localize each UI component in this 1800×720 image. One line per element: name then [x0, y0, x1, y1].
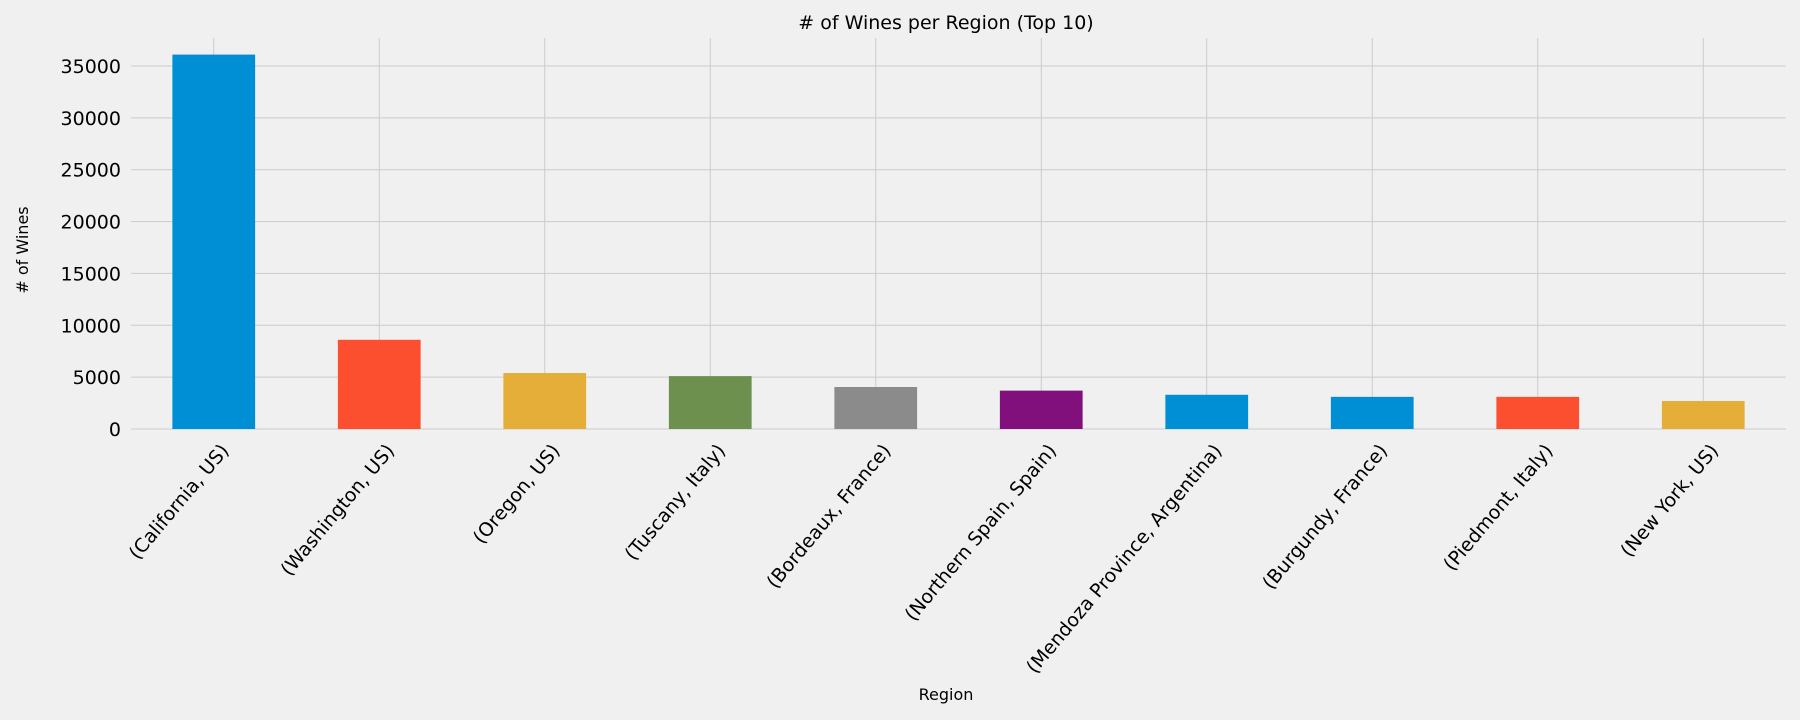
x-tick-label: (Piedmont, Italy): [1439, 440, 1557, 575]
bar: [337, 339, 421, 429]
y-tick-labels: 0 5000 10000 15000 20000 25000 30000 35000: [61, 56, 121, 441]
x-tick-label: (Tuscany, Italy): [621, 440, 731, 565]
x-tick-label: (California, US): [125, 440, 234, 564]
y-axis-label: # of Wines: [13, 206, 32, 293]
x-tick-labels: (California, US) (Washington, US) (Oregon,…: [125, 440, 1723, 678]
bar: [1330, 396, 1414, 429]
x-tick-label: (Mendoza Province, Argentina): [1022, 440, 1226, 678]
chart-title: # of Wines per Region (Top 10): [798, 12, 1093, 34]
bar: [668, 376, 752, 429]
bars: [172, 54, 1745, 429]
x-tick-label: (Washington, US): [276, 440, 399, 580]
y-tick-label: 25000: [61, 160, 121, 182]
bar: [1661, 400, 1745, 429]
x-tick-label: (Bordeaux, France): [762, 440, 895, 593]
bar: [503, 372, 587, 429]
bar: [1165, 394, 1249, 429]
bar: [172, 54, 256, 429]
bar: [834, 386, 918, 429]
bar: [1496, 396, 1580, 429]
x-tick-label: (New York, US): [1616, 440, 1723, 561]
x-tick-label: (Oregon, US): [469, 440, 565, 548]
grid: [131, 38, 1786, 430]
y-tick-label: 0: [109, 419, 121, 441]
y-tick-label: 30000: [61, 108, 121, 130]
y-tick-label: 20000: [61, 212, 121, 234]
bar: [999, 390, 1083, 429]
x-tick-label: (Burgundy, France): [1258, 440, 1392, 594]
y-tick-label: 35000: [61, 56, 121, 78]
x-tick-label: (Northern Spain, Spain): [901, 440, 1061, 625]
y-tick-label: 10000: [61, 315, 121, 337]
y-tick-label: 15000: [61, 263, 121, 285]
y-tick-label: 5000: [73, 367, 121, 389]
x-axis-label: Region: [919, 685, 974, 704]
